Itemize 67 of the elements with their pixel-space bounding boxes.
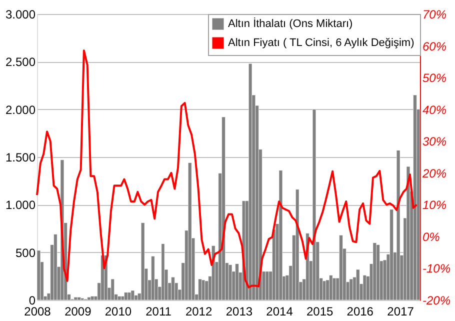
bar: [110, 278, 114, 300]
x-tick-label: 2013: [226, 304, 253, 318]
bar: [372, 242, 377, 300]
x-tick-label: 2011: [146, 304, 172, 318]
bar: [202, 280, 206, 300]
bar: [120, 296, 124, 300]
y2-tick-label: 30%: [422, 134, 447, 149]
x-tick-label: 2015: [306, 304, 334, 318]
bar: [87, 296, 91, 300]
y-tick-label: 1.500: [5, 150, 36, 164]
bar: [413, 94, 417, 300]
bar: [332, 278, 336, 300]
bar: [54, 234, 58, 300]
bar: [339, 235, 343, 300]
bar: [390, 209, 394, 300]
x-tick-label: 2016: [346, 304, 374, 318]
y2-tick-label: -10%: [422, 262, 451, 276]
y2-tick-label: 10%: [422, 198, 447, 212]
bar: [124, 292, 128, 300]
bar: [322, 280, 326, 300]
bar: [349, 278, 354, 300]
y-tick-label: 1.000: [5, 198, 36, 212]
bar: [130, 290, 135, 300]
bar: [278, 170, 283, 300]
y2-tick-label: 60%: [422, 39, 447, 54]
y2-tick-label: 40%: [422, 102, 447, 117]
bar: [118, 296, 122, 300]
bar: [161, 244, 165, 300]
x-tick-label: 2017: [387, 304, 414, 318]
bar: [228, 264, 232, 300]
bar: [376, 244, 380, 300]
bar: [312, 109, 316, 300]
bar: [296, 189, 300, 300]
x-tick-label: 2012: [185, 304, 212, 318]
bar: [188, 162, 192, 300]
bar: [198, 278, 202, 300]
x-tick-label: 2010: [104, 304, 132, 318]
x-tick-label: 2014: [266, 304, 294, 318]
bar: [235, 264, 239, 300]
bar: [362, 275, 366, 300]
bar: [396, 150, 400, 300]
legend-label: Altın İthalatı (Ons Miktarı): [228, 17, 353, 30]
y2-tick-label: 50%: [422, 71, 447, 86]
y-tick-label: 2.500: [5, 55, 36, 70]
x-tick-label: 2008: [24, 304, 52, 318]
y-tick-label: 500: [15, 246, 36, 260]
bar: [265, 271, 270, 300]
y-tick-label: 3.000: [5, 8, 36, 22]
bar: [171, 276, 175, 300]
line-series: [36, 50, 418, 288]
legend-label: Altın Fiyatı ( TL Cinsi, 6 Aylık Değişim): [228, 37, 414, 49]
y2-tick-label: -20%: [422, 294, 451, 308]
y2-tick-label: 0%: [422, 230, 440, 244]
bar: [36, 250, 41, 300]
y-tick-label: 0: [28, 294, 36, 308]
x-tick-label: 2009: [64, 304, 92, 318]
bar: [74, 296, 78, 300]
y2-tick-label: 20%: [422, 166, 447, 180]
bar: [406, 166, 410, 300]
bar: [90, 296, 94, 300]
bar: [222, 116, 226, 300]
bar: [140, 222, 145, 300]
bar: [77, 296, 81, 300]
y2-tick-label: 70%: [422, 8, 447, 22]
bar: [151, 256, 155, 300]
y-tick-label: 2.000: [5, 102, 36, 117]
bar: [356, 269, 360, 300]
